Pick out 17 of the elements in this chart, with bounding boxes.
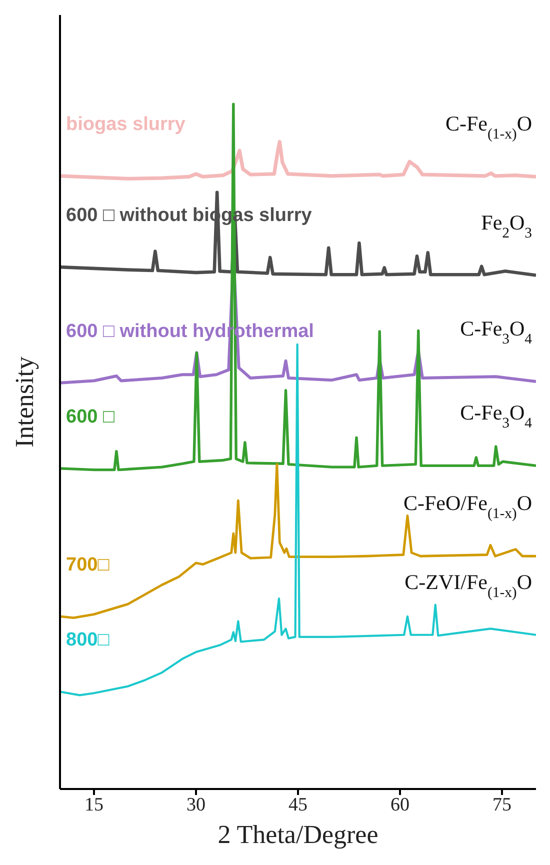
x-tick-label: 15: [84, 794, 104, 816]
annotation: C-ZVI/Fe$_{(1-x)}$O: [404, 570, 532, 601]
annotation: C-Fe$_{3}$O$_{4}$: [460, 316, 533, 348]
text: 800□: [66, 630, 110, 651]
annotation: C-FeO/Fe$_{(1-x)}$O: [403, 491, 532, 522]
annotation: C-Fe$_{(1-x)}$O: [445, 112, 532, 143]
annotation: Fe$_{2}$O$_{3}$: [481, 210, 532, 242]
text: biogas slurry: [66, 114, 186, 135]
series-label: 600 □: [66, 406, 115, 428]
x-tick-label: 45: [288, 794, 308, 816]
series-label: 700□: [66, 554, 110, 576]
y-axis-title: Intensity: [10, 356, 40, 448]
x-tick-label: 60: [390, 794, 410, 816]
x-tick-label: 30: [186, 794, 206, 816]
x-tick-label: 75: [492, 794, 512, 816]
annotation: C-Fe$_{3}$O$_{4}$: [460, 400, 533, 432]
x-axis-title: 2 Theta/Degree: [218, 820, 378, 849]
